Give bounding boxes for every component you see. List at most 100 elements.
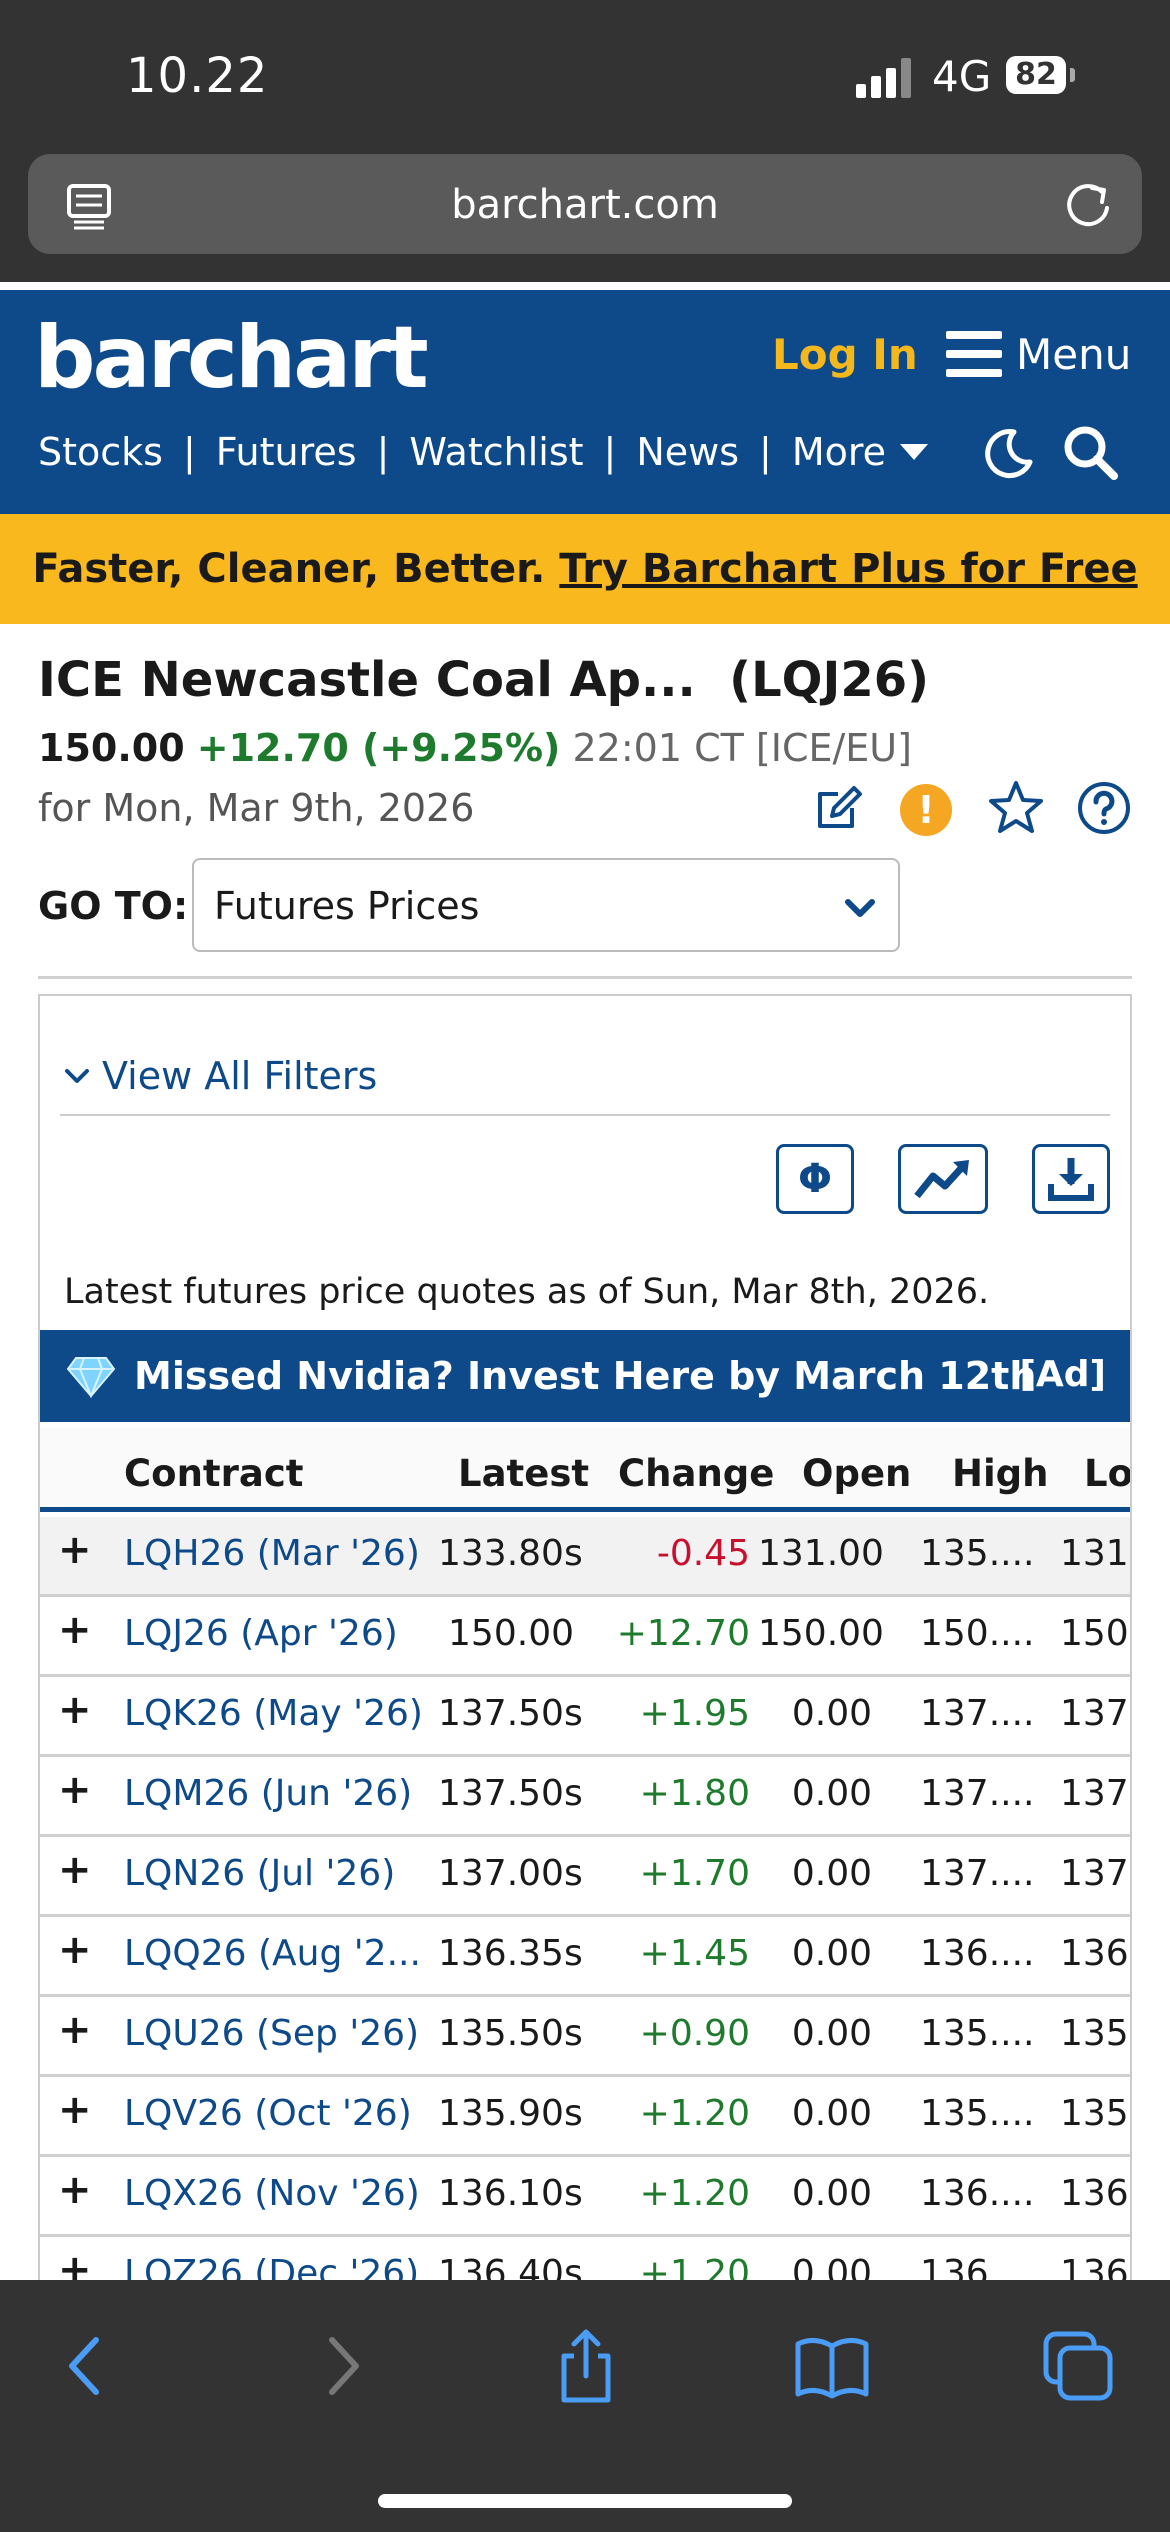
download-button[interactable]: [1032, 1144, 1110, 1214]
share-icon[interactable]: [546, 2326, 626, 2406]
cell-contract[interactable]: LQV26 (Oct '26): [124, 2093, 412, 2134]
expand-plus-icon[interactable]: +: [58, 1767, 92, 1813]
menu-label: Menu: [1016, 329, 1132, 379]
table-row[interactable]: + LQU26 (Sep '26) 135.50s +0.90 0.00 135.... 1…: [40, 1997, 1130, 2077]
view-all-filters[interactable]: View All Filters: [62, 1054, 377, 1098]
cell-contract[interactable]: LQM26 (Jun '26): [124, 1773, 413, 1814]
login-link[interactable]: Log In: [772, 330, 918, 379]
tabs-icon[interactable]: [1038, 2326, 1118, 2406]
nav-watchlist[interactable]: Watchlist: [409, 430, 584, 474]
ad-tag: [Ad]: [1019, 1354, 1106, 1395]
back-icon[interactable]: [48, 2326, 128, 2406]
promo-banner[interactable]: Faster, Cleaner, Better. Try Barchart Pl…: [0, 514, 1170, 624]
last-price: 150.00: [38, 726, 185, 770]
phi-icon: Φ: [797, 1156, 832, 1202]
alert-icon[interactable]: !: [900, 784, 952, 836]
status-bar: 10.22 4G 82: [0, 0, 1170, 150]
menu-button[interactable]: Menu: [946, 326, 1131, 382]
nav-stocks[interactable]: Stocks: [38, 430, 163, 474]
edit-icon[interactable]: [812, 780, 866, 834]
cell-contract[interactable]: LQJ26 (Apr '26): [124, 1613, 398, 1654]
cell-low: 135.: [1060, 2013, 1130, 2054]
battery-tip: [1070, 68, 1075, 82]
table-row[interactable]: + LQK26 (May '26) 137.50s +1.95 0.00 137.... 1…: [40, 1677, 1130, 1757]
table-row[interactable]: + LQV26 (Oct '26) 135.90s +1.20 0.00 135.... 1…: [40, 2077, 1130, 2157]
table-row[interactable]: + LQN26 (Jul '26) 137.00s +1.70 0.00 137.... 1…: [40, 1837, 1130, 1917]
cell-low: 136.: [1060, 2173, 1130, 2214]
cell-contract[interactable]: LQX26 (Nov '26): [124, 2173, 420, 2214]
page-title: ICE Newcastle Coal Ap... (LQJ26): [38, 652, 929, 708]
nav-separator: |: [603, 430, 617, 474]
dark-mode-icon[interactable]: [980, 426, 1036, 482]
cell-high: 135....: [920, 1533, 1035, 1574]
expand-plus-icon[interactable]: +: [58, 1687, 92, 1733]
table-row[interactable]: + LQJ26 (Apr '26) 150.00 +12.70 150.00 150...…: [40, 1597, 1130, 1677]
reader-mode-icon[interactable]: [64, 180, 114, 230]
expand-plus-icon[interactable]: +: [58, 2007, 92, 2053]
cell-open: 0.00: [791, 1933, 872, 1974]
promo-lead: Faster, Cleaner, Better.: [32, 546, 546, 592]
expand-plus-icon[interactable]: +: [58, 1607, 92, 1653]
quote-time: 22:01 CT [ICE/EU]: [572, 726, 912, 770]
col-latest[interactable]: Latest: [458, 1452, 590, 1495]
table-row[interactable]: + LQQ26 (Aug '2... 136.35s +1.45 0.00 136....…: [40, 1917, 1130, 1997]
address-bar[interactable]: barchart.com: [28, 154, 1142, 254]
cell-latest: 136.35s: [438, 1933, 583, 1974]
cell-open: 0.00: [791, 1853, 872, 1894]
cell-change: +1.95: [639, 1693, 750, 1734]
search-icon[interactable]: [1060, 422, 1120, 482]
star-icon[interactable]: [986, 778, 1046, 838]
col-high[interactable]: High: [952, 1452, 1049, 1495]
col-low[interactable]: Lo: [1084, 1452, 1132, 1495]
cell-contract[interactable]: LQH26 (Mar '26): [124, 1533, 420, 1574]
cell-contract[interactable]: LQN26 (Jul '26): [124, 1853, 396, 1894]
forward-icon[interactable]: [300, 2326, 380, 2406]
cell-low: 137.: [1060, 1853, 1130, 1894]
nav-news[interactable]: News: [636, 430, 740, 474]
table-row[interactable]: + LQM26 (Jun '26) 137.50s +1.80 0.00 137.... 1…: [40, 1757, 1130, 1837]
cell-contract[interactable]: LQU26 (Sep '26): [124, 2013, 420, 2054]
table-row[interactable]: + LQX26 (Nov '26) 136.10s +1.20 0.00 136.... 1…: [40, 2157, 1130, 2237]
promo-link[interactable]: Try Barchart Plus for Free: [559, 546, 1138, 592]
cell-open: 0.00: [791, 1693, 872, 1734]
expand-plus-icon[interactable]: +: [58, 1527, 92, 1573]
goto-label: GO TO:: [38, 884, 189, 928]
phi-button[interactable]: Φ: [776, 1144, 854, 1214]
barchart-logo[interactable]: barchart: [34, 308, 429, 408]
chart-button[interactable]: [898, 1144, 988, 1214]
cell-high: 135....: [920, 2013, 1035, 2054]
nav-more[interactable]: More: [791, 430, 887, 474]
site-header: barchart Log In Menu Stocks | Futures | …: [0, 290, 1170, 514]
home-indicator: [378, 2494, 792, 2508]
cell-low: 135.: [1060, 2093, 1130, 2134]
expand-plus-icon[interactable]: +: [58, 2087, 92, 2133]
cell-latest: 133.80s: [438, 1533, 583, 1574]
col-open[interactable]: Open: [802, 1452, 912, 1495]
cell-change: -0.45: [656, 1533, 750, 1574]
browser-toolbar: [0, 2280, 1170, 2532]
filters-label: View All Filters: [102, 1054, 378, 1098]
download-icon: [1048, 1158, 1094, 1201]
expand-plus-icon[interactable]: +: [58, 2167, 92, 2213]
bookmarks-icon[interactable]: [792, 2326, 872, 2406]
browser-address-area: barchart.com: [0, 150, 1170, 286]
divider: [60, 1114, 1110, 1116]
expand-plus-icon[interactable]: +: [58, 1847, 92, 1893]
col-change[interactable]: Change: [618, 1452, 775, 1495]
expand-plus-icon[interactable]: +: [58, 1927, 92, 1973]
ad-banner[interactable]: Missed Nvidia? Invest Here by March 12th…: [40, 1330, 1130, 1422]
contract-name: ICE Newcastle Coal Ap...: [38, 652, 696, 708]
goto-dropdown[interactable]: Futures Prices: [192, 858, 900, 952]
table-row[interactable]: + LQH26 (Mar '26) 133.80s -0.45 131.00 135...…: [40, 1517, 1130, 1597]
cell-contract[interactable]: LQQ26 (Aug '2...: [124, 1933, 421, 1974]
col-contract[interactable]: Contract: [124, 1452, 304, 1495]
cell-high: 136....: [920, 1933, 1035, 1974]
cell-change: +1.45: [639, 1933, 750, 1974]
cell-contract[interactable]: LQK26 (May '26): [124, 1693, 423, 1734]
cell-change: +1.20: [639, 2093, 750, 2134]
reload-icon[interactable]: [1062, 178, 1114, 230]
cell-latest: 137.50s: [438, 1773, 583, 1814]
cell-high: 137....: [920, 1693, 1035, 1734]
help-icon[interactable]: [1076, 780, 1132, 836]
nav-futures[interactable]: Futures: [215, 430, 357, 474]
